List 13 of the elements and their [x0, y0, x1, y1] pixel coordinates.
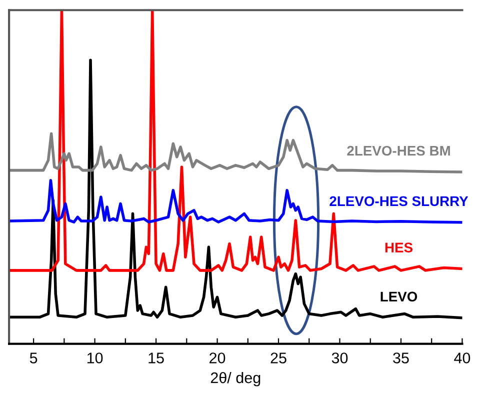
series-label: HES: [385, 242, 413, 252]
x-tick-label: 15: [148, 352, 164, 364]
x-tick-label: 40: [454, 352, 470, 364]
x-tick-label: 30: [332, 352, 348, 364]
x-tick-label: 10: [87, 352, 103, 364]
x-tick-label: 35: [393, 352, 409, 364]
x-tick-label: 25: [270, 352, 286, 364]
series-label: LEVO: [380, 292, 418, 302]
series-label: 2LEVO-HES BM: [347, 146, 450, 156]
series-label: 2LEVO-HES SLURRY: [330, 196, 468, 206]
x-tick-label: 20: [210, 352, 226, 364]
x-axis-title: 2θ/ deg: [210, 372, 260, 386]
x-tick-label: 5: [30, 352, 38, 364]
